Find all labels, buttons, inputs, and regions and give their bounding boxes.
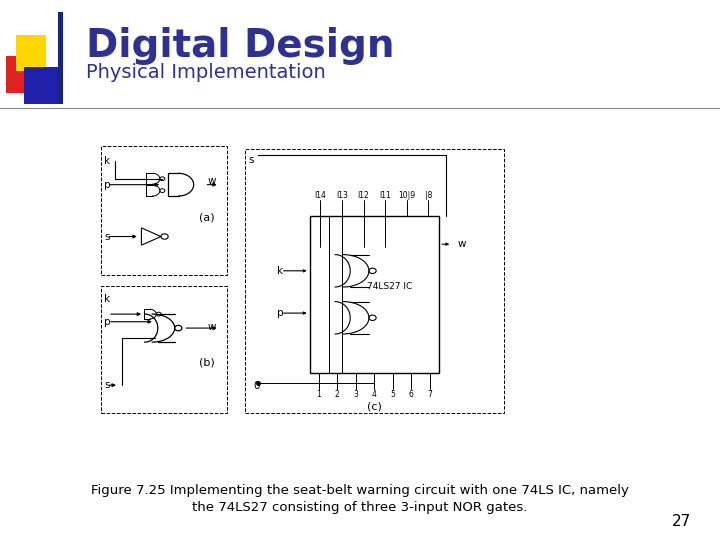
Text: 3: 3 (354, 390, 359, 399)
Text: the 74LS27 consisting of three 3-input NOR gates.: the 74LS27 consisting of three 3-input N… (192, 501, 528, 514)
FancyBboxPatch shape (58, 12, 63, 104)
Text: I14: I14 (315, 191, 326, 200)
Bar (101, 286, 227, 413)
Text: w: w (457, 239, 466, 249)
Text: (a): (a) (199, 212, 215, 222)
Bar (310, 216, 439, 373)
Text: p: p (104, 317, 111, 327)
Text: w: w (208, 322, 217, 332)
FancyBboxPatch shape (6, 56, 40, 93)
Text: 1: 1 (317, 390, 321, 399)
Text: s: s (104, 232, 110, 241)
Text: Physical Implementation: Physical Implementation (86, 63, 326, 82)
Text: w: w (208, 176, 217, 186)
Text: s: s (248, 155, 254, 165)
Text: 4: 4 (372, 390, 377, 399)
Text: (b): (b) (199, 357, 215, 367)
Text: |8: |8 (425, 191, 432, 200)
Bar (245, 148, 504, 413)
Text: k: k (104, 294, 111, 304)
Bar (101, 146, 227, 275)
Text: s: s (104, 380, 110, 390)
Text: 2: 2 (335, 390, 340, 399)
Text: Figure 7.25 Implementing the seat-belt warning circuit with one 74LS IC, namely: Figure 7.25 Implementing the seat-belt w… (91, 484, 629, 497)
Text: k: k (104, 157, 111, 166)
Text: I11: I11 (379, 191, 391, 200)
Text: I12: I12 (358, 191, 369, 200)
Text: (c): (c) (367, 402, 382, 411)
Text: 0: 0 (253, 381, 260, 391)
Text: p: p (104, 180, 111, 190)
FancyBboxPatch shape (24, 67, 62, 104)
Text: 10|9: 10|9 (398, 191, 415, 200)
Text: 74LS27 IC: 74LS27 IC (367, 282, 413, 291)
FancyBboxPatch shape (16, 35, 46, 71)
Text: I13: I13 (336, 191, 348, 200)
Text: 27: 27 (672, 514, 691, 529)
Text: p: p (277, 308, 284, 318)
Text: 6: 6 (409, 390, 414, 399)
Text: 7: 7 (428, 390, 433, 399)
Text: k: k (277, 266, 284, 276)
Text: 5: 5 (390, 390, 395, 399)
Text: Digital Design: Digital Design (86, 27, 395, 65)
